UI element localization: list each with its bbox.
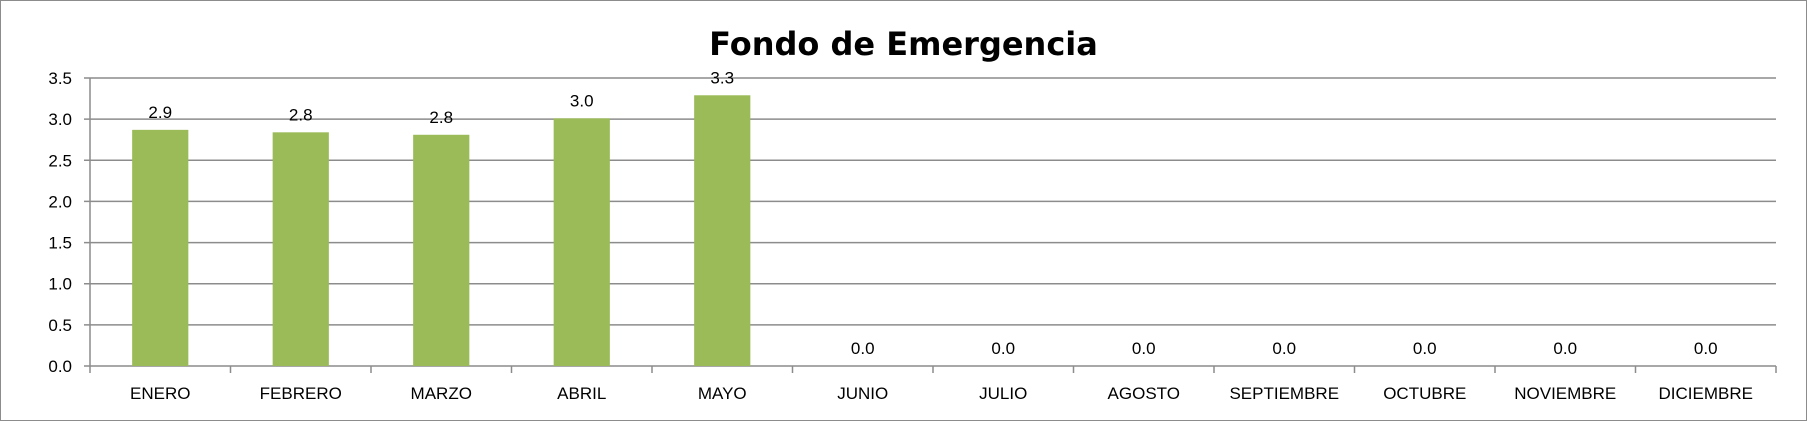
- y-tick-label: 0.5: [48, 316, 72, 335]
- data-label-febrero: 2.8: [289, 105, 313, 124]
- data-labels: 2.9 2.8 2.8 3.0 3.3 0.0 0.0 0.0 0.0 0.0 0.0 0.0: [148, 68, 1717, 358]
- bar-abril: [553, 118, 610, 366]
- chart-title: Fondo de Emergencia: [709, 25, 1098, 63]
- gridlines: [84, 77, 1776, 367]
- y-tick-label: 3.0: [48, 110, 72, 129]
- category-labels: ENERO FEBRERO MARZO ABRIL MAYO JUNIO JULIO AGOS…: [130, 384, 1753, 403]
- data-label-noviembre: 0.0: [1553, 339, 1577, 358]
- category-label-abril: ABRIL: [557, 384, 606, 403]
- category-label-julio: JULIO: [979, 384, 1027, 403]
- category-label-junio: JUNIO: [837, 384, 888, 403]
- data-label-diciembre: 0.0: [1694, 339, 1718, 358]
- data-label-octubre: 0.0: [1413, 339, 1437, 358]
- data-label-marzo: 2.8: [429, 108, 453, 127]
- y-tick-label: 1.5: [48, 234, 72, 253]
- category-label-octubre: OCTUBRE: [1383, 384, 1466, 403]
- category-label-enero: ENERO: [130, 384, 190, 403]
- y-tick-label: 3.5: [48, 69, 72, 88]
- category-label-febrero: FEBRERO: [260, 384, 342, 403]
- y-tick-label: 2.0: [48, 192, 72, 211]
- bar-marzo: [413, 134, 470, 366]
- category-label-mayo: MAYO: [698, 384, 747, 403]
- category-label-agosto: AGOSTO: [1108, 384, 1180, 403]
- data-label-agosto: 0.0: [1132, 339, 1156, 358]
- category-label-septiembre: SEPTIEMBRE: [1229, 384, 1339, 403]
- category-label-noviembre: NOVIEMBRE: [1514, 384, 1616, 403]
- category-label-marzo: MARZO: [411, 384, 472, 403]
- data-label-junio: 0.0: [851, 339, 875, 358]
- y-tick-label: 2.5: [48, 151, 72, 170]
- data-label-enero: 2.9: [148, 103, 172, 122]
- bar-febrero: [272, 132, 329, 366]
- data-label-abril: 3.0: [570, 91, 594, 110]
- data-label-julio: 0.0: [991, 339, 1015, 358]
- data-label-septiembre: 0.0: [1272, 339, 1296, 358]
- data-label-mayo: 3.3: [710, 68, 734, 87]
- bars: [132, 95, 751, 366]
- y-tick-label: 0.0: [48, 357, 72, 376]
- bar-enero: [132, 129, 189, 366]
- y-tick-label: 1.0: [48, 275, 72, 294]
- bar-mayo: [694, 95, 751, 366]
- category-label-diciembre: DICIEMBRE: [1659, 384, 1753, 403]
- x-axis: [89, 78, 1777, 373]
- y-axis-ticks: 0.0 0.5 1.0 1.5 2.0 2.5 3.0 3.5: [48, 69, 72, 376]
